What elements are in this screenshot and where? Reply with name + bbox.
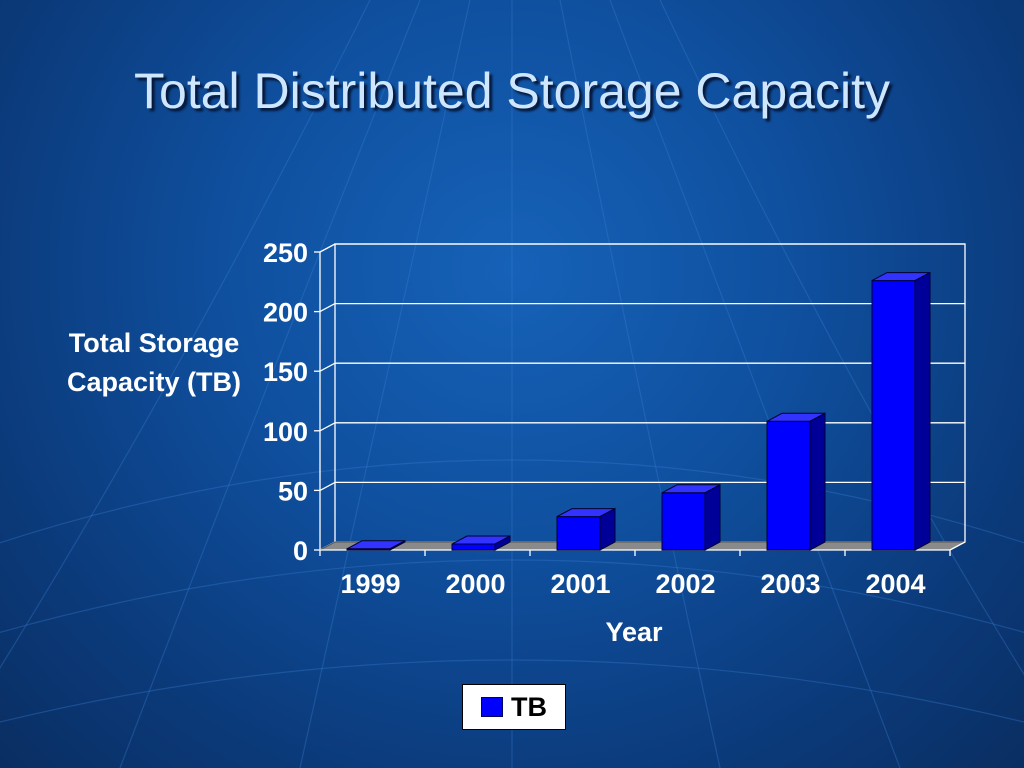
bar xyxy=(556,507,616,551)
bar xyxy=(661,483,721,551)
gridline-depth xyxy=(319,243,336,253)
y-tick-label: 100 xyxy=(263,417,308,447)
bar xyxy=(766,412,826,551)
y-tick-label: 50 xyxy=(278,476,308,506)
bar xyxy=(871,271,931,551)
gridline-depth xyxy=(319,422,336,432)
bar-side xyxy=(704,483,721,551)
y-axis-title: Total Storage Capacity (TB) xyxy=(66,328,242,397)
legend-swatch xyxy=(481,697,503,717)
plot-back-wall xyxy=(334,243,966,543)
chart-floor xyxy=(319,541,966,551)
y-tick-label: 200 xyxy=(263,298,308,328)
bar-side xyxy=(389,539,406,551)
x-tick-label: 2001 xyxy=(550,569,610,599)
bar-front xyxy=(766,420,811,551)
gridline-depth xyxy=(319,481,336,491)
bar xyxy=(346,539,406,551)
bar-front xyxy=(661,492,706,551)
bar-front xyxy=(556,516,601,551)
bar-side xyxy=(914,271,931,551)
gridline-depth xyxy=(319,362,336,372)
x-axis-title: Year xyxy=(605,617,663,647)
x-tick-label: 2000 xyxy=(445,569,505,599)
x-tick-label: 2004 xyxy=(865,569,925,599)
bar xyxy=(451,535,511,551)
gridline-depth xyxy=(319,303,336,313)
x-axis-depth-line xyxy=(949,541,966,551)
bar-side xyxy=(809,412,826,551)
y-tick-label: 250 xyxy=(263,238,308,268)
chart-legend: TB xyxy=(462,684,566,730)
bar-side xyxy=(599,507,616,551)
bar-front xyxy=(871,280,916,551)
x-tick-label: 2002 xyxy=(655,569,715,599)
slide-title: Total Distributed Storage Capacity xyxy=(134,63,890,119)
x-tick-label: 1999 xyxy=(340,569,400,599)
x-tick-label: 2003 xyxy=(760,569,820,599)
bar-side xyxy=(494,535,511,551)
bar-front xyxy=(451,543,496,551)
y-tick-label: 150 xyxy=(263,357,308,387)
legend-label: TB xyxy=(511,691,547,722)
y-tick-label: 0 xyxy=(293,536,308,566)
